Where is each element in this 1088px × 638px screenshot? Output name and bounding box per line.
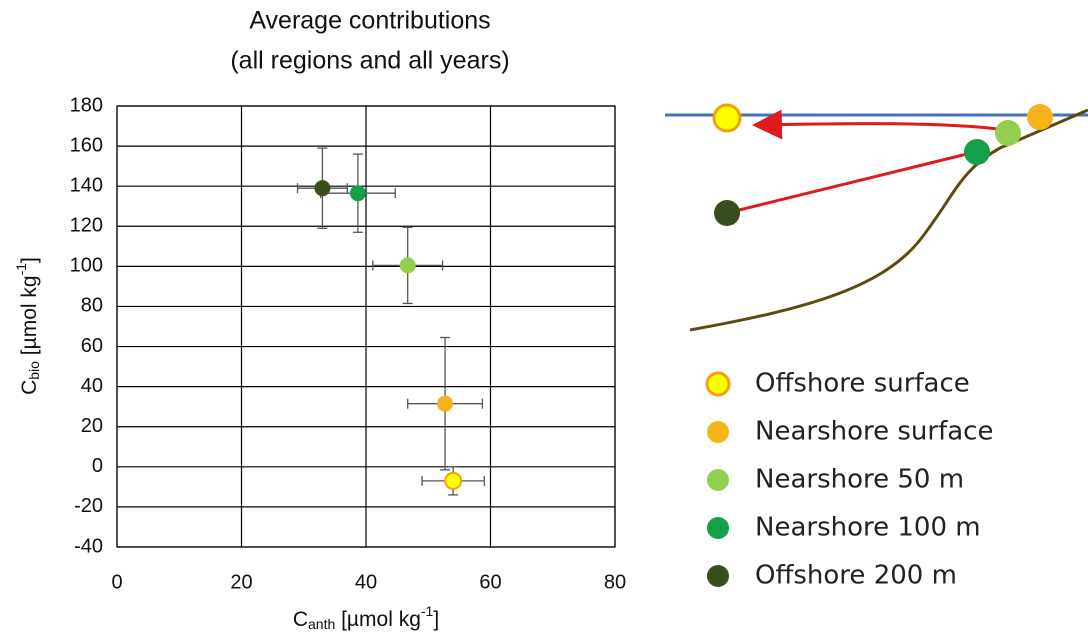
x-tick-label: 0	[111, 571, 122, 593]
x-tick-label: 20	[230, 571, 252, 593]
point	[349, 185, 366, 202]
plot-frame	[116, 105, 616, 548]
flow-arrow	[752, 109, 1006, 140]
site-marker	[964, 139, 990, 165]
y-label-part: -1	[13, 263, 29, 276]
y-label-part: ]	[18, 257, 41, 263]
y-tick-label: 80	[81, 295, 103, 317]
plot-area: -40 -20 0 20 40 60 80 100 120 140 160 180 0 20 40 60 80	[70, 94, 627, 593]
y-tick-label: 140	[70, 174, 103, 196]
legend-marker	[707, 421, 729, 443]
y-tick-label: -20	[74, 495, 103, 517]
x-label-part: anth	[308, 616, 335, 632]
y-axis-label: Cbio [µmol kg-1]	[13, 257, 42, 395]
legend: Offshore surface Nearshore surface Nearsho…	[705, 369, 993, 591]
point	[437, 395, 454, 412]
y-tick-label: 100	[70, 255, 103, 277]
x-tick-label: 80	[604, 571, 626, 593]
y-tick-label: 20	[81, 415, 103, 437]
legend-marker	[705, 371, 731, 397]
y-tick-label: -40	[74, 535, 103, 557]
legend-label: Offshore 200 m	[755, 561, 957, 591]
x-label-part: -1	[421, 603, 434, 619]
legend-marker	[707, 565, 729, 587]
legend-label: Nearshore 100 m	[755, 513, 981, 543]
site-marker	[714, 200, 740, 226]
y-label-part: bio	[26, 361, 42, 380]
y-tick-label: 180	[70, 94, 103, 116]
schematic	[665, 103, 1088, 332]
chart-title: Average contributions	[249, 7, 490, 35]
x-tick-label: 60	[479, 571, 501, 593]
x-label-part: [µmol kg	[335, 608, 421, 631]
y-label-part: C	[18, 380, 41, 395]
x-label-part: C	[293, 608, 308, 631]
site-marker	[712, 103, 742, 133]
legend-label: Nearshore 50 m	[755, 465, 964, 495]
y-label-part: [µmol kg	[18, 275, 41, 361]
site-marker	[1027, 104, 1053, 130]
flow-line	[726, 150, 976, 215]
point	[444, 471, 463, 490]
legend-marker	[707, 517, 729, 539]
x-tick-label: 40	[355, 571, 377, 593]
legend-label: Nearshore surface	[755, 417, 993, 447]
point	[314, 180, 331, 197]
chart-subtitle: (all regions and all years)	[230, 47, 509, 75]
seafloor	[689, 108, 1088, 332]
legend-label: Offshore surface	[755, 369, 970, 399]
point	[399, 257, 416, 274]
x-axis-label: Canth [µmol kg-1]	[293, 603, 439, 632]
y-tick-label: 40	[81, 375, 103, 397]
y-tick-label: 160	[70, 134, 103, 156]
legend-marker	[707, 469, 729, 491]
x-label-part: ]	[433, 608, 439, 631]
y-tick-label: 60	[81, 335, 103, 357]
y-tick-label: 120	[70, 215, 103, 237]
site-marker	[995, 120, 1021, 146]
y-tick-label: 0	[92, 455, 103, 477]
